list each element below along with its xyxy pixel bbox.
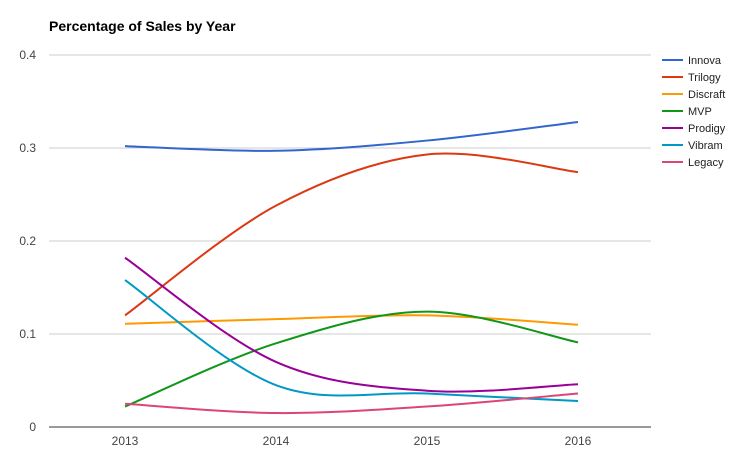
legend-label-mvp: MVP: [688, 106, 712, 118]
y-tick-label: 0: [29, 420, 36, 434]
y-tick-label: 0.4: [19, 48, 36, 62]
x-tick-label: 2016: [565, 434, 592, 448]
series-line-mvp: [124, 310, 579, 408]
series-lines: [124, 120, 579, 415]
x-tick-label: 2015: [414, 434, 441, 448]
legend-label-vibram: Vibram: [688, 140, 723, 152]
series-line-legacy: [124, 392, 579, 415]
legend-label-discraft: Discraft: [688, 89, 725, 101]
legend-label-prodigy: Prodigy: [688, 123, 726, 135]
series-line-trilogy: [124, 152, 579, 317]
x-tick-label: 2014: [263, 434, 290, 448]
series-line-innova: [124, 120, 579, 152]
y-axis-ticks: 0 0.1 0.2 0.3 0.4: [19, 48, 36, 434]
legend-label-innova: Innova: [688, 55, 722, 67]
x-tick-label: 2013: [112, 434, 139, 448]
gridlines: [49, 54, 651, 428]
y-tick-label: 0.2: [19, 234, 36, 248]
legend-label-trilogy: Trilogy: [688, 72, 721, 84]
legend: Innova Trilogy Discraft MVP Prodigy Vibram Leg…: [662, 55, 726, 169]
y-tick-label: 0.1: [19, 327, 36, 341]
series-line-discraft: [124, 314, 579, 326]
legend-label-legacy: Legacy: [688, 157, 724, 169]
chart-title: Percentage of Sales by Year: [49, 18, 236, 34]
series-line-vibram: [124, 279, 579, 402]
series-line-prodigy: [124, 256, 579, 393]
y-tick-label: 0.3: [19, 141, 36, 155]
x-axis-ticks: 2013 2014 2015 2016: [112, 434, 592, 448]
